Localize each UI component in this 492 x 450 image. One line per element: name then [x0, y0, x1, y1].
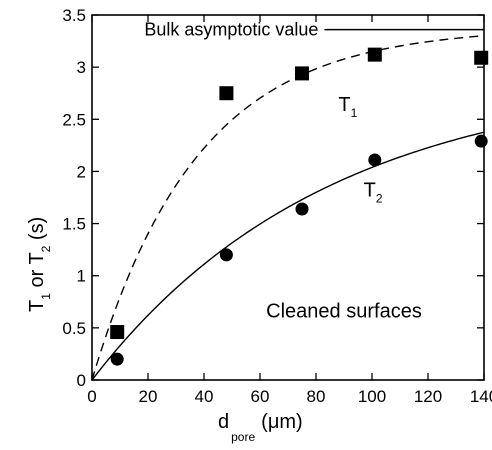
- point-t2: [474, 134, 488, 148]
- x-tick-label: 120: [414, 387, 442, 406]
- point-t1: [367, 47, 382, 62]
- x-axis-ticks: 0 20 40 60 80 100 120 140: [87, 15, 492, 406]
- point-t1: [219, 86, 234, 101]
- y-tick-label: 3.5: [62, 6, 86, 25]
- y-tick-label: 2.5: [62, 110, 86, 129]
- data-markers: [110, 47, 489, 366]
- t1-curve-label: T1: [338, 94, 357, 120]
- fit-curve-t1: [91, 35, 485, 381]
- x-tick-label: 40: [195, 387, 214, 406]
- y-tick-label: 2: [77, 162, 86, 181]
- y-axis-label: T1 or T2 (s): [26, 217, 53, 312]
- point-t2: [110, 352, 124, 366]
- x-tick-label: 60: [251, 387, 270, 406]
- x-tick-label: 20: [139, 387, 158, 406]
- point-t2: [368, 153, 382, 167]
- fit-curves: [91, 35, 485, 381]
- y-tick-label: 3: [77, 58, 86, 77]
- point-t1: [110, 325, 125, 340]
- condition-label: Cleaned surfaces: [266, 300, 422, 322]
- y-axis-ticks: 0 0.5 1 1.5 2 2.5 3 3.5: [62, 6, 484, 390]
- x-axis-label: dpore(μm): [218, 411, 303, 444]
- point-t1: [474, 50, 489, 65]
- point-t1: [295, 66, 309, 81]
- y-tick-label: 1: [77, 267, 86, 286]
- y-tick-label: 0: [77, 371, 86, 390]
- fit-curve-t2: [91, 131, 485, 381]
- x-tick-label: 80: [307, 387, 326, 406]
- y-tick-label: 1.5: [62, 215, 86, 234]
- x-tick-label: 0: [87, 387, 96, 406]
- point-t2: [219, 248, 233, 262]
- bulk-asymptote-label: Bulk asymptotic value: [144, 20, 318, 40]
- x-tick-label: 140: [470, 387, 492, 406]
- y-tick-label: 0.5: [62, 319, 86, 338]
- t2-curve-label: T2: [364, 179, 383, 205]
- point-t2: [295, 202, 309, 216]
- plot-frame: [91, 14, 485, 381]
- x-tick-label: 100: [358, 387, 386, 406]
